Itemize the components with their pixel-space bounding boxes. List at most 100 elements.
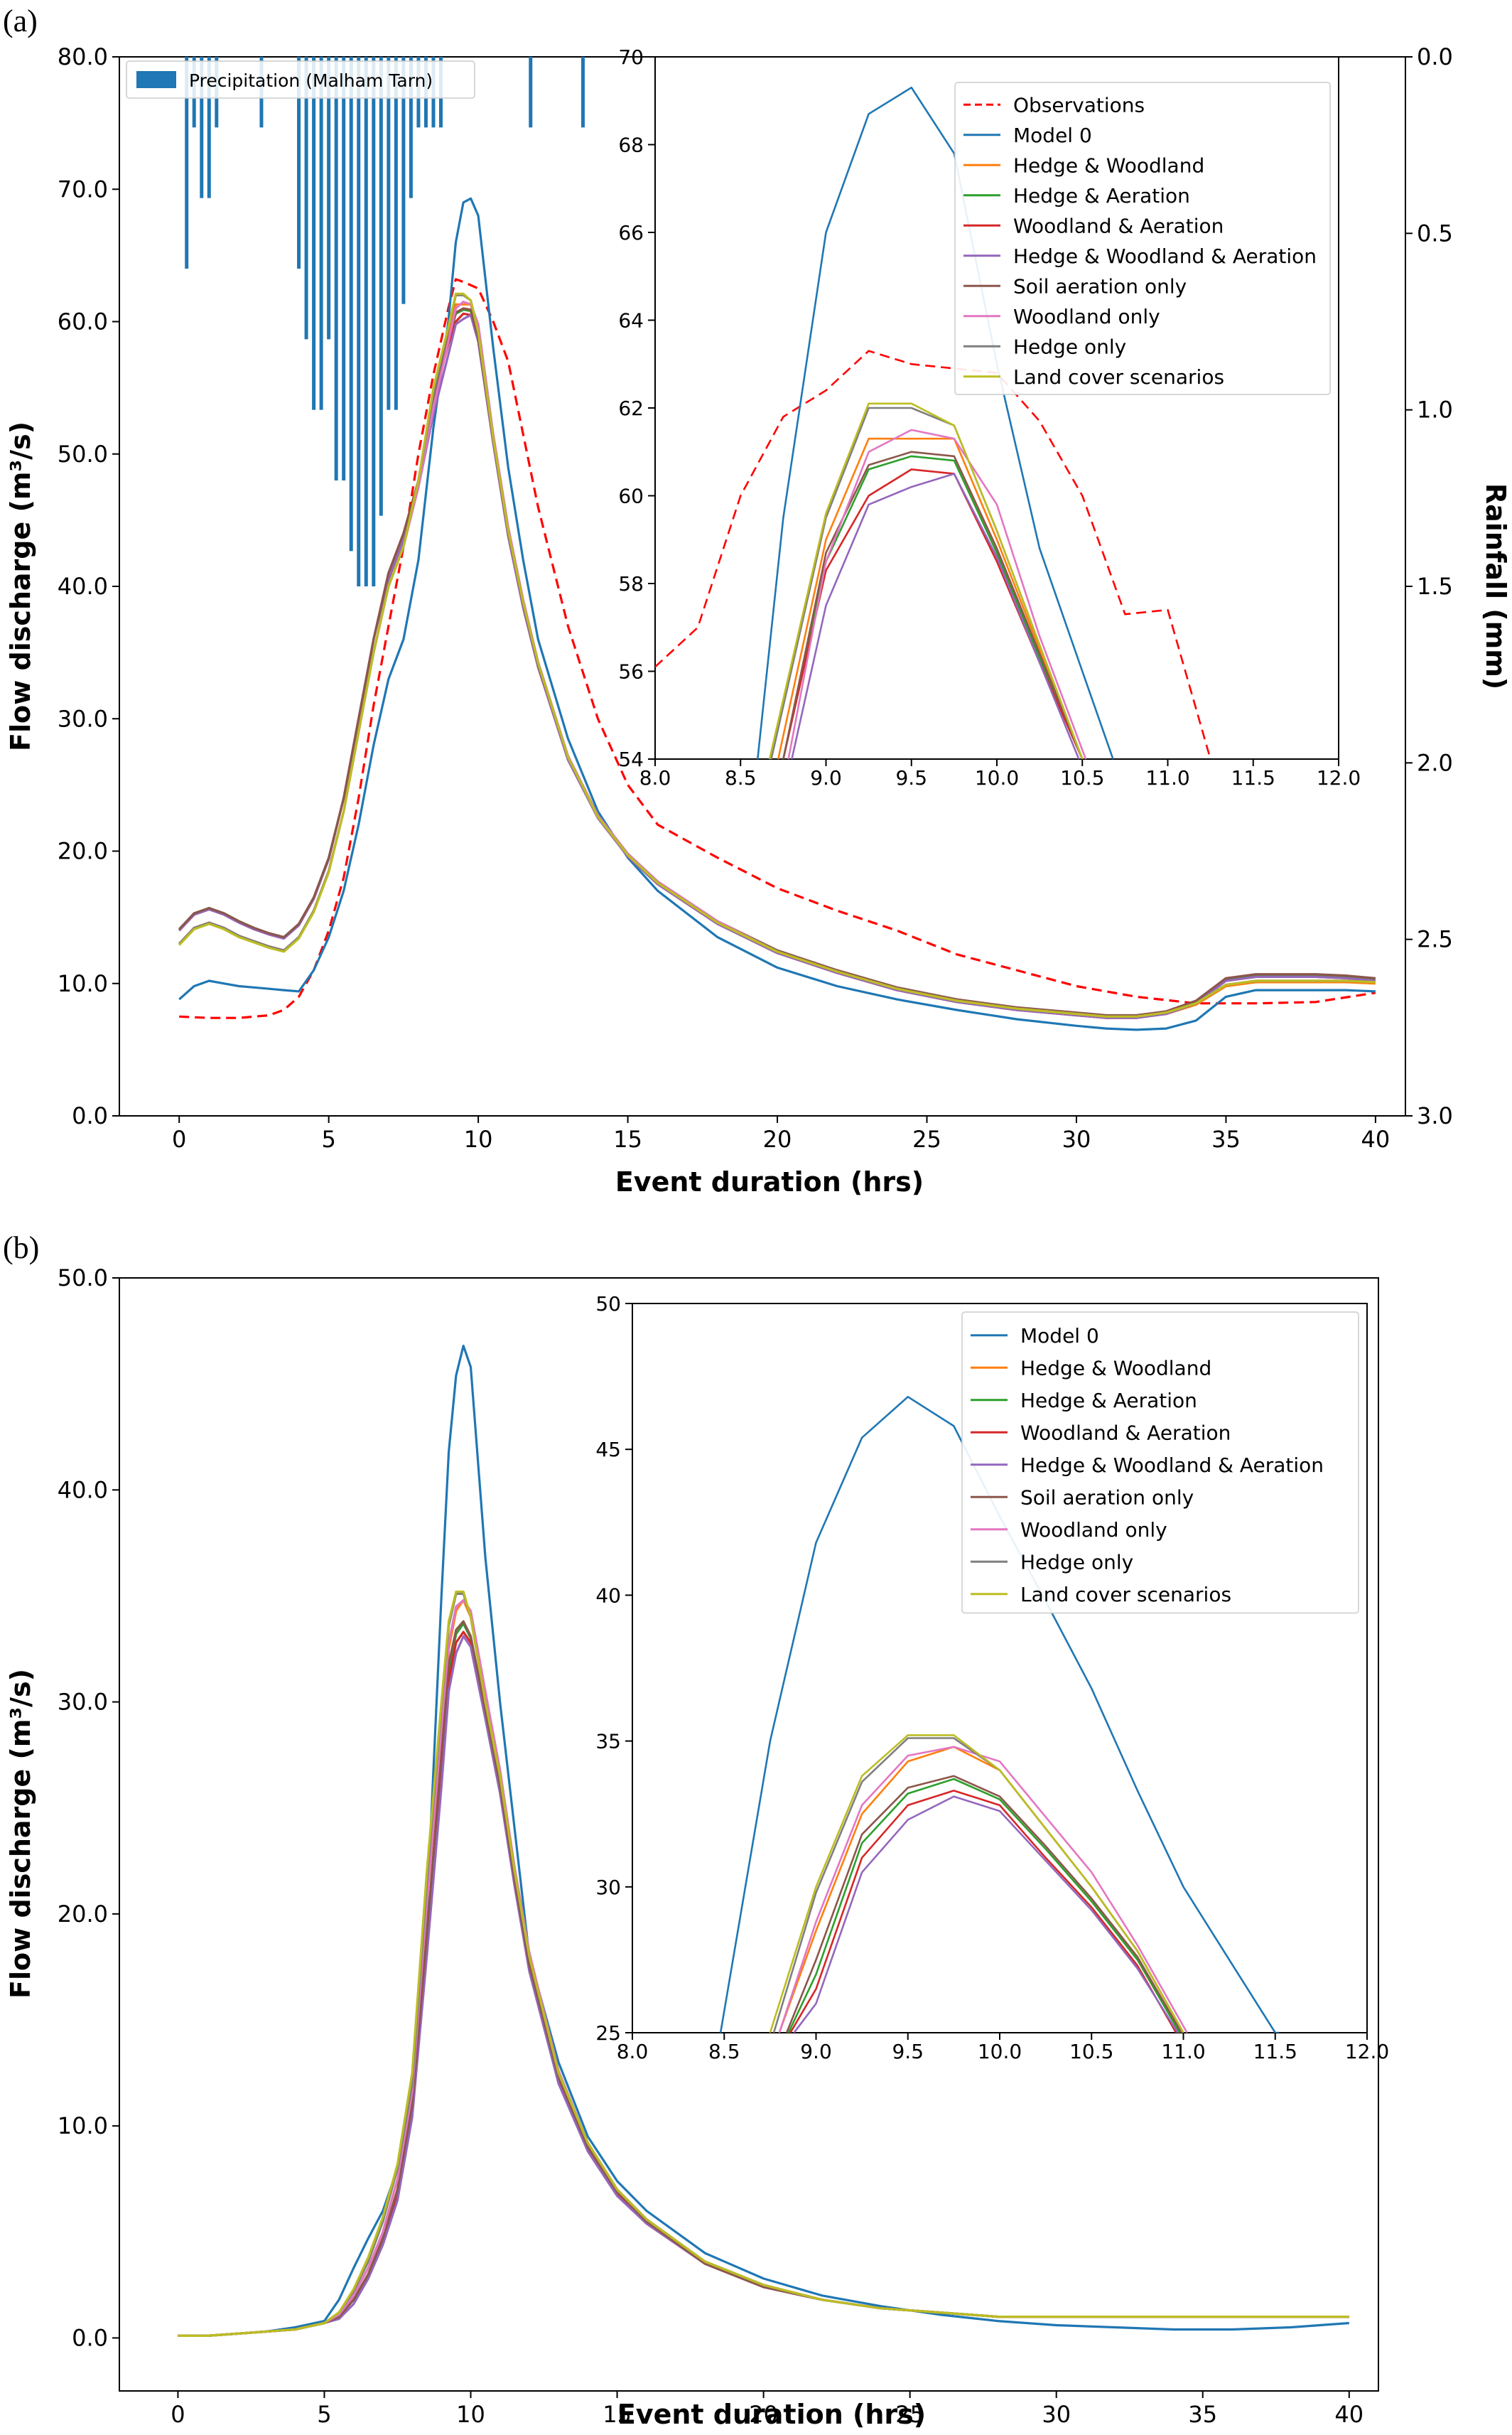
precipitation-bar [349, 57, 353, 552]
precipitation-bar [364, 57, 368, 586]
panel-label-a: (a) [3, 4, 38, 38]
y-tick-label: 30.0 [58, 705, 108, 732]
precipitation-bar [387, 57, 391, 410]
x-tick-label: 25 [895, 2401, 924, 2428]
panel-a-xlabel: Event duration (hrs) [615, 1166, 924, 1198]
x-tick-label: 10.0 [975, 766, 1019, 790]
precipitation-bar [185, 57, 189, 269]
precipitation-bar [297, 57, 301, 269]
panel-label-b: (b) [3, 1230, 39, 1265]
precipitation-bar [342, 57, 346, 480]
legend-label-woodland-only: Woodland only [1020, 1518, 1167, 1542]
x-tick-label: 11.5 [1253, 2040, 1297, 2063]
y-tick-label: 62 [618, 397, 644, 420]
y-tick-label: 70 [618, 45, 644, 69]
legend-box [954, 82, 1331, 395]
y-tick-label: 45 [595, 1438, 621, 1461]
x-tick-label: 12.0 [1317, 766, 1361, 790]
y-tick-label: 50 [595, 1292, 621, 1316]
x-tick-label: 9.0 [800, 2040, 832, 2063]
x-tick-label: 10 [456, 2401, 485, 2428]
x-tick-label: 10.0 [978, 2040, 1022, 2063]
x-tick-label: 8.5 [708, 2040, 740, 2063]
panel-b-series [178, 1344, 1349, 2337]
panel-a-precipitation-bars [185, 57, 585, 586]
series-line-land-cover-scenarios [769, 1734, 1184, 2033]
panel-a-legend-box [126, 60, 475, 99]
panel-a-ylabel: Flow discharge (m³/s) [5, 421, 36, 751]
legend-label-woodland-and-aeration: Woodland & Aeration [1013, 214, 1224, 237]
panel-a-y2label: Rainfall (mm) [1480, 483, 1511, 689]
x-tick-label: 40 [1361, 1126, 1390, 1153]
x-tick-label: 35 [1188, 2401, 1217, 2428]
x-tick-label: 8.5 [725, 766, 757, 790]
panel-b-inset-legend: Model 0 Hedge & Woodland Hedge & Aeration W… [961, 1311, 1359, 1614]
legend-label-woodland-only: Woodland only [1013, 305, 1160, 328]
series-line-land-cover-scenarios [178, 292, 1376, 1018]
x-tick-label: 10.5 [1060, 766, 1104, 790]
x-tick-label: 0 [171, 2401, 185, 2428]
x-tick-label: 11.0 [1145, 766, 1189, 790]
x-tick-label: 30 [1062, 1126, 1091, 1153]
y-tick-label: 50.0 [58, 441, 108, 468]
panel-a-inset-legend: Observations Model 0 Hedge & Woodland Hedge… [954, 82, 1331, 395]
y-tick-label: 66 [618, 221, 644, 244]
series-line-hedge-and-woodland [777, 437, 1084, 759]
legend-label-land-cover-scenarios: Land cover scenarios [1013, 365, 1224, 389]
x-tick-label: 25 [912, 1126, 941, 1153]
series-line-hedge-and-woodland-and-aeration [793, 1795, 1179, 2033]
legend-label-hedge-and-aeration: Hedge & Aeration [1013, 184, 1190, 208]
y2-tick-label: 1.0 [1417, 397, 1453, 424]
series-line-soil-aeration-only [785, 1775, 1183, 2033]
y-tick-label: 20.0 [58, 838, 108, 865]
x-tick-label: 11.5 [1231, 766, 1275, 790]
legend-label-soil-aeration-only: Soil aeration only [1020, 1485, 1194, 1509]
x-tick-label: 20 [763, 1126, 792, 1153]
legend-label-hedge-and-woodland-and-aeration: Hedge & Woodland & Aeration [1013, 244, 1317, 268]
y-tick-label: 30 [595, 1876, 621, 1899]
y-tick-label: 64 [618, 309, 644, 333]
y-tick-label: 50.0 [58, 1264, 108, 1291]
series-line-model-0 [178, 197, 1376, 1031]
x-tick-label: 5 [321, 1126, 335, 1153]
panel-b-xlabel: Event duration (hrs) [617, 2399, 926, 2430]
precipitation-bar [319, 57, 323, 410]
x-tick-label: 15 [603, 2401, 632, 2428]
y-tick-label: 0.0 [72, 1102, 108, 1129]
x-tick-label: 5 [317, 2401, 331, 2428]
x-tick-label: 12.0 [1345, 2040, 1389, 2063]
x-tick-label: 40 [1334, 2401, 1364, 2428]
x-tick-label: 9.0 [810, 766, 842, 790]
legend-label-soil-aeration-only: Soil aeration only [1013, 274, 1187, 298]
series-line-observations [655, 350, 1211, 759]
x-tick-label: 8.0 [617, 2040, 649, 2063]
y-tick-label: 68 [618, 134, 644, 157]
x-tick-label: 20 [749, 2401, 778, 2428]
precipitation-bar [379, 57, 383, 516]
x-tick-label: 8.0 [639, 766, 671, 790]
y-tick-label: 0.0 [72, 2324, 108, 2351]
panel-b-ylabel: Flow discharge (m³/s) [5, 1669, 36, 1999]
y-tick-label: 30.0 [58, 1689, 108, 1716]
y2-tick-label: 2.0 [1417, 749, 1453, 776]
y-tick-label: 40.0 [58, 573, 108, 600]
series-line-woodland-only [787, 429, 1087, 759]
panel-a-main-plot: 0 5 10 15 20 25 30 35 40 0.0 10.0 20.0 30.0 40.0 50.0 6… [5, 43, 1511, 1198]
panel-a-series [178, 197, 1376, 1031]
precipitation-bar [401, 57, 406, 304]
panel-b-inset-ticks: 8.0 8.5 9.0 9.5 10.0 10.5 11.0 11.5 12.0 25 30 35 40… [595, 1292, 1389, 2063]
precipitation-bar [409, 57, 413, 198]
x-tick-label: 9.5 [895, 766, 927, 790]
y-tick-label: 60.0 [58, 308, 108, 335]
x-tick-label: 11.0 [1161, 2040, 1205, 2063]
y-tick-label: 10.0 [58, 970, 108, 997]
x-tick-label: 9.5 [892, 2040, 924, 2063]
precipitation-bar [357, 57, 361, 586]
precipitation-legend-swatch [136, 71, 176, 88]
precipitation-bar [207, 57, 211, 198]
legend-label-hedge-and-woodland: Hedge & Woodland [1013, 154, 1204, 177]
panel-a-inset-plot: 8.0 8.5 9.0 9.5 10.0 10.5 11.0 11.5 12.0 54 56 58 60… [618, 45, 1361, 790]
y2-tick-label: 0.5 [1417, 220, 1453, 247]
panel-a-ticks: 0 5 10 15 20 25 30 35 40 0.0 10.0 20.0 30.0 40.0 50.0 6… [58, 43, 1453, 1153]
